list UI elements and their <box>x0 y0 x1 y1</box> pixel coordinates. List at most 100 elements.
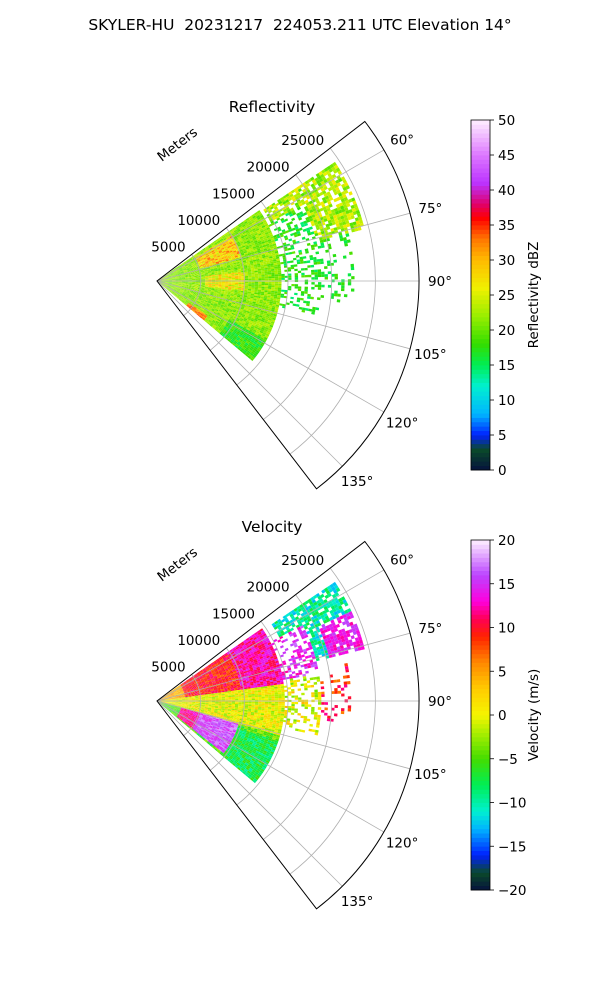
refl-echo-cell <box>202 263 206 265</box>
refl-echo-cell <box>252 215 256 219</box>
refl-echo-cell <box>258 276 262 279</box>
refl-echo-cell <box>179 291 183 294</box>
refl-echo-cell <box>201 312 205 316</box>
refl-echo-cell <box>210 316 214 320</box>
refl-echo-cell <box>171 291 175 294</box>
refl-echo-cell <box>254 292 258 295</box>
refl-echo-cell <box>226 251 230 254</box>
refl-echo-cell <box>308 206 313 211</box>
refl-echo-cell <box>178 282 182 284</box>
vel-echo-cell <box>180 684 185 687</box>
refl-echo-cell <box>171 278 176 280</box>
vel-echo-cell <box>244 655 249 659</box>
refl-echo-cell <box>261 325 266 329</box>
vel-echo-cell <box>236 661 240 665</box>
vel-echo-cell <box>253 658 258 662</box>
refl-echo-cell <box>250 308 255 312</box>
refl-echo-cell <box>178 275 182 277</box>
refl-echo-cell <box>205 253 209 256</box>
refl-echo-cell <box>286 209 292 213</box>
refl-echo-cell <box>249 248 254 252</box>
refl-colorbar-swatch <box>471 163 490 169</box>
refl-echo-cell <box>204 274 209 276</box>
refl-echo-cell <box>171 277 176 279</box>
refl-echo-cell <box>245 347 250 351</box>
refl-echo-cell <box>300 198 305 203</box>
vel-echo-cell <box>330 598 336 603</box>
refl-echo-cell <box>250 251 255 255</box>
refl-echo-cell <box>220 304 225 307</box>
vel-echo-cell <box>306 615 311 620</box>
refl-echo-cell <box>182 298 186 302</box>
refl-colorbar-swatch <box>471 242 490 248</box>
vel-echo-cell <box>267 658 272 662</box>
refl-echo-cell <box>221 285 225 287</box>
refl-colorbar-swatch <box>471 268 490 274</box>
refl-echo-cell <box>226 307 230 311</box>
vel-echo-cell <box>211 670 215 673</box>
vel-echo-cell <box>329 635 334 640</box>
refl-echo-cell <box>167 274 171 276</box>
vel-echo-cell <box>246 652 251 656</box>
vel-echo-cell <box>169 690 173 693</box>
refl-echo-cell <box>231 255 235 258</box>
refl-echo-cell <box>206 248 210 251</box>
vel-echo-cell <box>296 605 301 610</box>
refl-echo-cell <box>228 310 233 313</box>
refl-echo-cell <box>285 252 289 256</box>
refl-echo-cell <box>207 321 211 324</box>
refl-echo-cell <box>250 263 254 266</box>
refl-echo-cell <box>301 307 306 311</box>
refl-angle-tick-label: 75° <box>418 201 442 217</box>
refl-echo-cell <box>160 284 164 287</box>
refl-echo-cell <box>182 267 186 270</box>
refl-echo-cell <box>194 304 198 308</box>
refl-echo-cell <box>314 197 319 202</box>
refl-colorbar-swatch <box>471 351 490 357</box>
refl-echo-cell <box>206 310 210 314</box>
vel-echo-cell <box>243 646 248 651</box>
refl-echo-cell <box>204 260 209 263</box>
refl-echo-cell <box>200 270 205 272</box>
vel-echo-cell <box>286 629 292 633</box>
refl-echo-cell <box>321 169 326 174</box>
vel-echo-cell <box>247 654 252 658</box>
vel-echo-cell <box>173 692 177 694</box>
refl-echo-cell <box>191 277 196 279</box>
vel-echo-cell <box>204 665 209 669</box>
refl-echo-cell <box>191 276 196 278</box>
refl-echo-cell <box>235 260 240 263</box>
vel-echo-cell <box>297 620 302 625</box>
refl-echo-cell <box>237 346 241 351</box>
vel-echo-cell <box>311 634 316 638</box>
refl-echo-cell <box>231 283 236 286</box>
vel-echo-cell <box>341 638 346 643</box>
refl-echo-cell <box>240 306 245 309</box>
vel-echo-cell <box>175 687 179 690</box>
vel-echo-cell <box>250 660 254 663</box>
refl-echo-cell <box>183 262 187 265</box>
refl-echo-cell <box>281 273 285 277</box>
refl-echo-cell <box>245 351 250 356</box>
refl-echo-cell <box>168 282 172 284</box>
refl-echo-cell <box>279 303 283 306</box>
vel-echo-cell <box>205 681 209 684</box>
vel-echo-cell <box>168 696 172 698</box>
refl-echo-cell <box>282 195 287 199</box>
refl-echo-cell <box>265 302 270 306</box>
refl-echo-cell <box>275 306 279 310</box>
refl-echo-cell <box>230 230 234 234</box>
refl-echo-cell <box>180 271 184 274</box>
vel-echo-cell <box>273 626 278 630</box>
refl-echo-cell <box>180 270 184 273</box>
refl-echo-cell <box>208 261 213 264</box>
refl-echo-cell <box>224 273 229 276</box>
vel-echo-cell <box>168 696 172 698</box>
refl-echo-cell <box>173 288 177 291</box>
refl-echo-cell <box>201 261 206 264</box>
refl-echo-cell <box>303 300 307 304</box>
vel-echo-cell <box>246 669 251 673</box>
refl-echo-cell <box>194 286 199 288</box>
refl-echo-cell <box>243 232 247 236</box>
vel-echo-cell <box>297 645 302 649</box>
